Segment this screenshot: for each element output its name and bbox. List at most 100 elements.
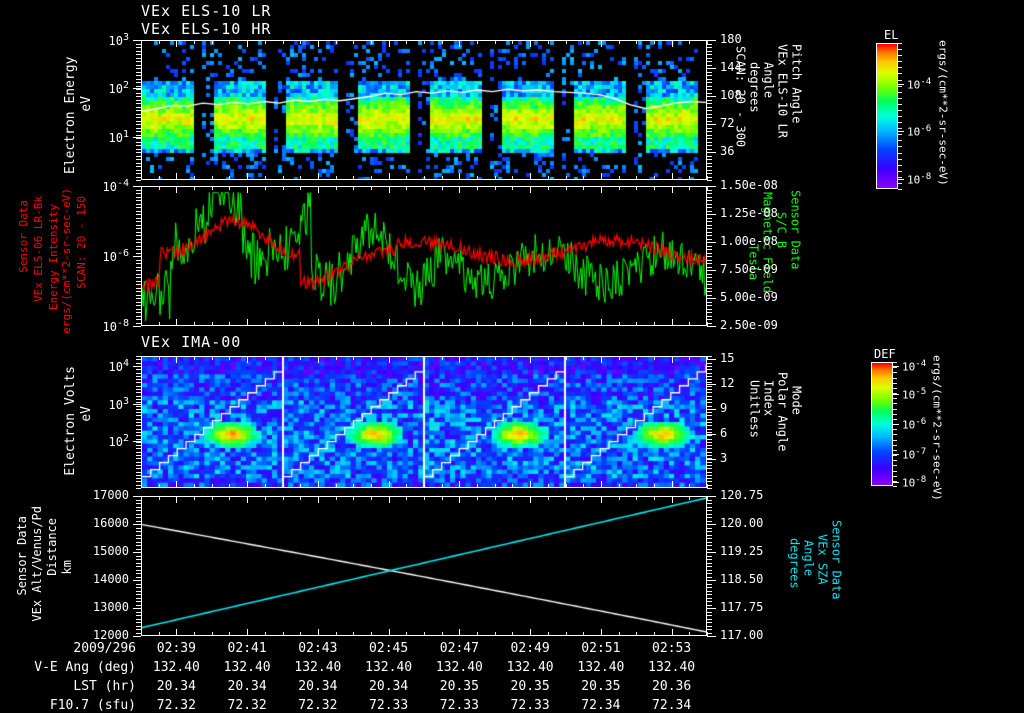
x-minor-tick-bottom (548, 484, 549, 488)
panel4-left-label-3: Distance (45, 518, 59, 576)
panel3-right-tick-label: 12 (720, 375, 735, 390)
intensity-bfield-canvas (142, 187, 706, 325)
right-minor-tick (707, 103, 712, 104)
bottom-cell-time: 02:51 (581, 641, 621, 656)
left-minor-tick (136, 65, 141, 66)
bottom-cell-ve_ang: 132.40 (577, 660, 625, 675)
bottom-cell-time: 02:53 (652, 641, 692, 656)
panel2-left-label-2: VEx ELS-06 LR-Bk (32, 196, 45, 302)
x-minor-tick-top (636, 186, 637, 190)
left-minor-tick (136, 409, 141, 410)
right-minor-tick (707, 186, 712, 187)
panel1-right-tick-label: 144 (720, 60, 742, 74)
x-minor-tick-top (406, 186, 407, 190)
right-minor-tick (707, 425, 712, 426)
left-minor-tick (136, 228, 141, 229)
right-minor-tick (707, 260, 712, 261)
x-minor-tick-bottom (353, 322, 354, 326)
left-minor-tick (136, 485, 141, 486)
left-minor-tick (136, 82, 141, 83)
left-minor-tick (136, 295, 141, 296)
x-minor-tick-top (495, 186, 496, 190)
def-colorbar-tick-label: 10-8 (902, 474, 927, 490)
x-minor-tick-top (707, 356, 708, 360)
x-minor-tick-bottom (583, 322, 584, 326)
def-colorbar (871, 362, 893, 486)
right-minor-tick (707, 535, 712, 536)
right-minor-tick (707, 442, 712, 443)
def-colorbar-minor-tick (893, 434, 897, 435)
x-minor-tick-top (442, 496, 443, 500)
def-colorbar-tick-label: 10-7 (902, 445, 927, 462)
right-minor-tick (707, 432, 712, 433)
right-minor-tick (707, 239, 712, 240)
x-minor-tick-top (300, 186, 301, 190)
x-minor-tick-top (442, 40, 443, 44)
x-minor-tick-top (689, 496, 690, 500)
left-minor-tick (136, 86, 141, 87)
right-minor-tick (707, 366, 712, 367)
panel3-left-tick-label: 102 (108, 433, 129, 450)
panel3-left-tick-label: 104 (108, 357, 129, 374)
left-minor-tick (136, 180, 141, 181)
panel4-left-tick-label: 14000 (92, 572, 129, 586)
right-minor-tick (707, 622, 712, 623)
x-minor-tick-top (336, 356, 337, 360)
left-minor-tick (136, 432, 141, 433)
left-minor-tick (136, 93, 141, 94)
left-minor-tick (136, 145, 141, 146)
el-colorbar-minor-tick (898, 110, 902, 111)
x-minor-tick-top (495, 40, 496, 44)
x-minor-tick-bottom (672, 632, 673, 636)
panel4-right-label-3: Angle (801, 540, 816, 577)
left-minor-tick (136, 124, 141, 125)
right-minor-tick (707, 415, 712, 416)
x-minor-tick-top (176, 356, 177, 360)
left-minor-tick (136, 96, 141, 97)
panel1-plot-area (141, 40, 707, 180)
x-minor-tick-top (654, 356, 655, 360)
x-minor-tick-bottom (300, 484, 301, 488)
left-minor-tick (136, 89, 141, 90)
right-minor-tick (707, 507, 712, 508)
x-minor-tick-bottom (601, 322, 602, 326)
right-major-tick (707, 459, 716, 460)
right-minor-tick (707, 173, 712, 174)
right-minor-tick (707, 214, 712, 215)
right-minor-tick (707, 232, 712, 233)
x-minor-tick-bottom (495, 632, 496, 636)
right-minor-tick (707, 58, 712, 59)
x-minor-tick-bottom (176, 632, 177, 636)
x-minor-tick-bottom (283, 176, 284, 180)
right-minor-tick (707, 545, 712, 546)
left-minor-tick (136, 448, 141, 449)
x-minor-tick-top (176, 186, 177, 190)
left-minor-tick (136, 138, 141, 139)
right-minor-tick (707, 200, 712, 201)
panel3-plot-area (141, 356, 707, 488)
left-minor-tick (136, 225, 141, 226)
x-minor-tick-bottom (654, 632, 655, 636)
left-minor-tick (136, 376, 141, 377)
x-minor-tick-top (283, 40, 284, 44)
panel1-right-tick-label: 72 (720, 116, 735, 130)
x-minor-tick-bottom (229, 632, 230, 636)
left-minor-tick (136, 128, 141, 129)
left-minor-tick (136, 500, 141, 501)
x-minor-tick-top (548, 186, 549, 190)
right-minor-tick (707, 86, 712, 87)
x-minor-tick-top (424, 496, 425, 500)
left-minor-tick (136, 72, 141, 73)
right-minor-tick (707, 152, 712, 153)
bottom-cell-ve_ang: 132.40 (294, 660, 342, 675)
x-minor-tick-bottom (512, 322, 513, 326)
x-minor-tick-bottom (477, 632, 478, 636)
x-minor-tick-bottom (229, 176, 230, 180)
left-minor-tick (136, 51, 141, 52)
left-minor-tick (136, 305, 141, 306)
panel3-right-tick-label: 15 (720, 350, 735, 365)
bottom-cell-f107: 72.33 (439, 698, 479, 713)
x-minor-tick-top (371, 186, 372, 190)
x-minor-tick-top (530, 186, 531, 190)
left-minor-tick (136, 455, 141, 456)
